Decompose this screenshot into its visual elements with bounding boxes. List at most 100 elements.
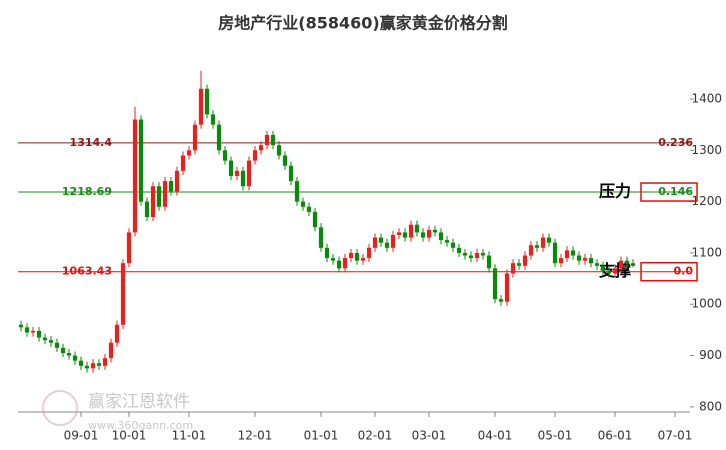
candle-body <box>504 273 510 302</box>
level-ratio-label: 0.0 <box>674 265 694 278</box>
candle-body <box>156 186 162 207</box>
y-tick-label: 900 <box>699 348 722 362</box>
candle-body <box>60 347 66 353</box>
x-tick-label: 04-01 <box>478 429 513 443</box>
watermark-logo <box>42 390 78 426</box>
candle-body <box>228 160 234 176</box>
watermark: 赢家江恩软件 <box>88 392 190 412</box>
x-tick-label: 12-01 <box>238 429 273 443</box>
candle-body <box>594 263 600 266</box>
candle-body <box>342 258 348 269</box>
candle-body <box>180 155 186 171</box>
candle-body <box>558 258 564 264</box>
candle-body <box>534 245 540 248</box>
level-price-label: 1218.69 <box>62 185 112 198</box>
level-price-label: 1314.4 <box>70 136 113 149</box>
candle-body <box>216 124 222 151</box>
candle-body <box>150 186 156 218</box>
candle-body <box>426 229 432 238</box>
candle-body <box>432 229 438 233</box>
candle-body <box>552 242 558 264</box>
candle-body <box>120 263 126 325</box>
candle-body <box>258 145 264 151</box>
candle-body <box>606 270 612 274</box>
candle-body <box>144 201 150 218</box>
level-ratio-label: 0.146 <box>658 185 693 198</box>
candle-body <box>132 119 138 233</box>
candle-body <box>306 206 312 212</box>
candle-body <box>486 255 492 269</box>
candle-body <box>348 252 354 259</box>
highlight-box <box>640 182 698 202</box>
x-tick-label: 03-01 <box>412 429 447 443</box>
y-tick-label: 1100 <box>691 245 722 259</box>
candle-body <box>18 324 24 328</box>
candle-body <box>330 258 336 261</box>
candle-body <box>618 260 624 269</box>
candle-body <box>438 232 444 241</box>
candle-body <box>114 324 120 343</box>
candle-body <box>492 268 498 300</box>
candle-body <box>366 247 372 259</box>
candle-body <box>24 327 30 333</box>
candle-body <box>396 232 402 235</box>
candle-body <box>498 299 504 302</box>
candle-body <box>246 160 252 187</box>
candle-body <box>294 181 300 202</box>
candle-body <box>630 263 636 266</box>
level-ratio-label: 0.236 <box>658 136 693 149</box>
x-tick-label: 02-01 <box>358 429 393 443</box>
candle-body <box>516 263 522 266</box>
candle-body <box>210 114 216 125</box>
candle-body <box>174 170 180 192</box>
candle-body <box>234 170 240 176</box>
candle-body <box>36 330 42 338</box>
candle-body <box>126 232 132 264</box>
candle-body <box>468 255 474 259</box>
candle-body <box>564 250 570 259</box>
candle-body <box>336 260 342 269</box>
highlight-box <box>640 261 698 282</box>
candle-body <box>240 170 246 187</box>
candle-body <box>510 263 516 274</box>
candle-body <box>402 232 408 238</box>
y-tick-label: 800 <box>699 399 722 413</box>
candle-body <box>168 181 174 192</box>
candle-body <box>30 330 36 333</box>
candle-body <box>456 247 462 253</box>
candle-body <box>624 260 630 264</box>
candle-body <box>546 237 552 243</box>
candle-body <box>420 232 426 238</box>
candle-body <box>588 258 594 264</box>
candle-body <box>474 252 480 259</box>
candle-body <box>522 255 528 266</box>
candle-body <box>444 240 450 243</box>
candle-body <box>372 237 378 248</box>
level-price-label: 1063.43 <box>62 265 112 278</box>
candle-body <box>612 268 618 274</box>
candle-body <box>600 265 606 271</box>
candle-body <box>312 211 318 228</box>
candle-body <box>162 181 168 207</box>
candle-body <box>270 134 276 146</box>
candle-body <box>102 358 108 366</box>
candle-body <box>78 360 84 366</box>
candle-body <box>300 201 306 207</box>
resistance-label: 压力 <box>599 182 631 201</box>
candle-body <box>378 237 384 243</box>
candle-body <box>186 150 192 156</box>
candle-body <box>282 155 288 166</box>
candle-body <box>54 342 60 348</box>
candle-body <box>252 150 258 161</box>
candle-body <box>480 252 486 256</box>
x-tick-label: 10-01 <box>112 429 147 443</box>
x-tick-label: 01-01 <box>304 429 339 443</box>
x-tick-label: 06-01 <box>598 429 633 443</box>
candle-body <box>408 224 414 238</box>
x-tick-label: 07-01 <box>658 429 693 443</box>
candle-body <box>66 352 72 356</box>
candle-body <box>462 252 468 256</box>
y-tick-label: 1400 <box>691 92 722 106</box>
y-tick-label: 1300 <box>691 143 722 157</box>
